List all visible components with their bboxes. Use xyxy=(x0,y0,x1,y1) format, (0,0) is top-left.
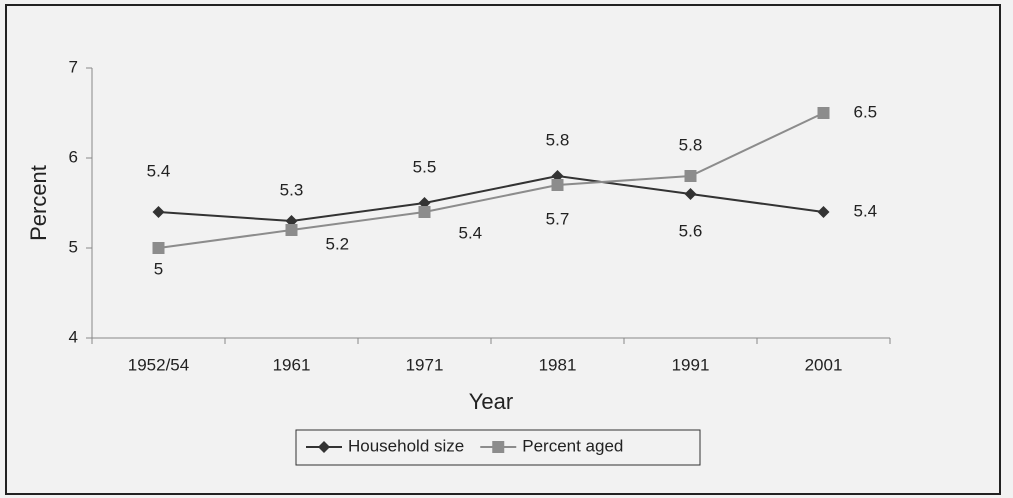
x-tick-label: 1971 xyxy=(406,355,444,374)
data-label: 5.8 xyxy=(546,130,570,149)
data-label: 5.5 xyxy=(413,157,437,176)
data-label: 5.3 xyxy=(280,180,304,199)
x-tick-label: 2001 xyxy=(805,355,843,374)
marker xyxy=(817,107,830,119)
x-tick-label: 1991 xyxy=(672,355,710,374)
marker xyxy=(551,179,564,191)
x-tick-label: 1961 xyxy=(273,355,311,374)
data-label: 5.4 xyxy=(147,161,171,180)
y-tick-label: 5 xyxy=(69,237,78,256)
data-label: 5.6 xyxy=(679,221,703,240)
data-label: 5.4 xyxy=(854,201,878,220)
frame xyxy=(5,4,1001,495)
data-label: 5.2 xyxy=(326,234,350,253)
y-tick-label: 4 xyxy=(69,327,78,346)
marker xyxy=(817,206,830,218)
marker xyxy=(492,441,505,453)
x-tick-label: 1981 xyxy=(539,355,577,374)
y-axis-title: Percent xyxy=(26,165,51,241)
data-label: 5.8 xyxy=(679,135,703,154)
y-tick-label: 7 xyxy=(69,57,78,76)
legend-label: Percent aged xyxy=(522,436,623,455)
marker xyxy=(684,170,697,182)
data-label: 5.4 xyxy=(459,223,483,242)
data-label: 6.5 xyxy=(854,102,878,121)
y-tick-label: 6 xyxy=(69,147,78,166)
data-label: 5 xyxy=(154,259,163,278)
line xyxy=(158,174,824,223)
line xyxy=(158,112,824,249)
marker xyxy=(418,206,431,218)
data-label: 5.7 xyxy=(546,209,570,228)
marker xyxy=(318,441,330,453)
legend-label: Household size xyxy=(348,436,464,455)
marker xyxy=(684,188,697,200)
x-axis-title: Year xyxy=(469,389,513,414)
marker xyxy=(152,206,165,218)
marker xyxy=(152,242,165,254)
marker xyxy=(285,224,298,236)
x-tick-label: 1952/54 xyxy=(128,355,189,374)
